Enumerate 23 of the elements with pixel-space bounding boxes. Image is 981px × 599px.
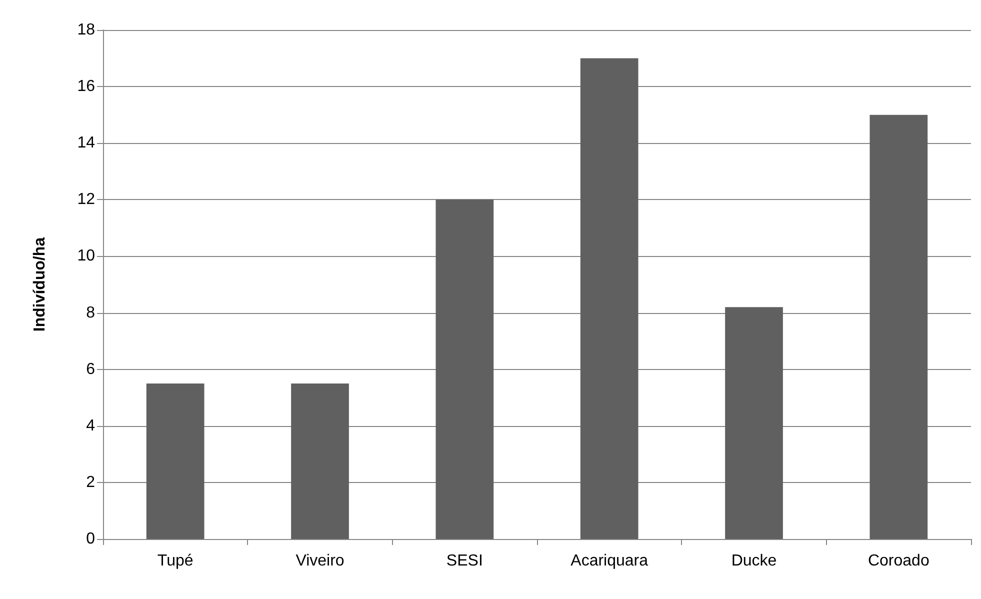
y-tick-label: 6 (86, 360, 96, 378)
x-tick-label: Acariquara (570, 552, 648, 570)
y-tick-label: 12 (77, 191, 96, 208)
bar (725, 307, 783, 539)
y-tick-label: 16 (77, 78, 96, 96)
bar (436, 200, 494, 539)
x-tick-label: Viveiro (296, 552, 344, 570)
y-tick-label: 18 (77, 22, 96, 38)
y-tick-label: 8 (86, 304, 96, 322)
bar (146, 383, 204, 539)
y-axis-title: Indivíduo/ha (32, 237, 48, 332)
x-tick-label: Coroado (868, 552, 930, 570)
y-tick-label: 2 (86, 474, 96, 491)
y-tick-label: 0 (86, 530, 96, 548)
x-tick-label: SESI (446, 552, 483, 570)
bar (580, 58, 638, 539)
bar (291, 383, 349, 539)
x-tick-label: Tupé (157, 552, 194, 570)
y-tick-label: 10 (77, 248, 96, 265)
y-tick-label: 4 (86, 417, 96, 434)
y-tick-label: 14 (77, 134, 96, 152)
bar (870, 114, 928, 539)
x-tick-label: Ducke (731, 552, 777, 570)
